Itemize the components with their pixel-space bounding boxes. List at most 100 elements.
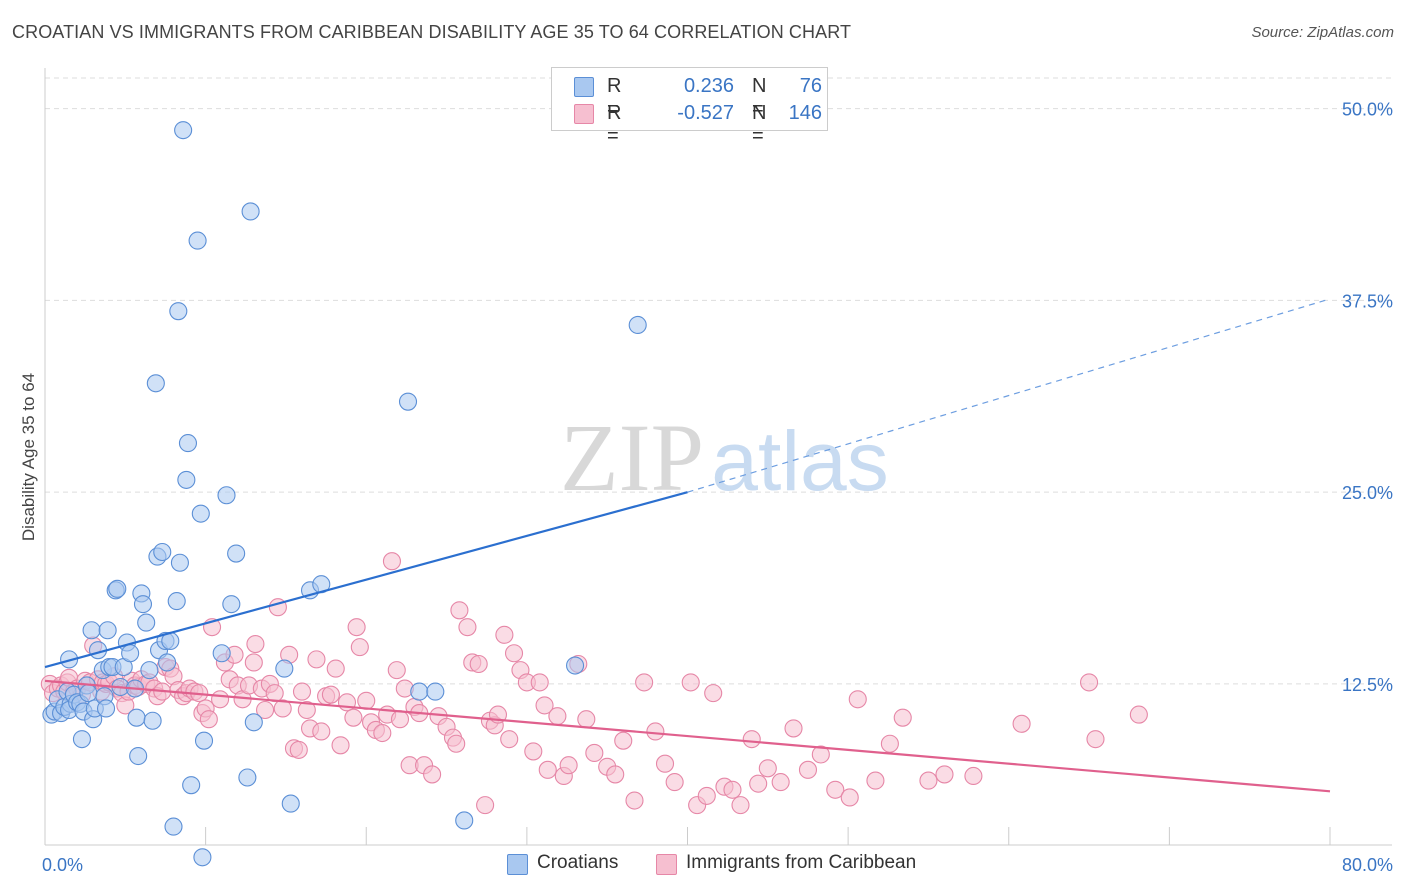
caribbean-point bbox=[749, 774, 768, 793]
caribbean-point bbox=[476, 796, 495, 815]
x-tick-label: 80.0% bbox=[1342, 855, 1393, 875]
caribbean-point bbox=[535, 696, 554, 715]
croatians-point bbox=[174, 121, 193, 140]
caribbean-point bbox=[469, 654, 488, 674]
legend-swatch-caribbean bbox=[574, 104, 594, 124]
watermark: ZIP atlas bbox=[560, 404, 889, 511]
croatians-point bbox=[121, 644, 140, 663]
caribbean-point bbox=[524, 742, 543, 761]
caribbean-point bbox=[357, 691, 376, 710]
croatians-trend-line bbox=[44, 491, 688, 669]
caribbean-point bbox=[723, 780, 742, 799]
caribbean-point bbox=[312, 722, 331, 741]
caribbean-point bbox=[548, 707, 567, 726]
croatians-point bbox=[194, 731, 214, 750]
caribbean-point bbox=[1086, 730, 1105, 749]
croatians-point bbox=[137, 613, 156, 632]
croatians-point bbox=[222, 595, 241, 614]
points-layer bbox=[40, 121, 1148, 867]
y-tick-label: 50.0% bbox=[1342, 100, 1393, 120]
caribbean-point bbox=[321, 685, 340, 704]
legend-n-value: 76 bbox=[799, 75, 822, 97]
series-label-croatians: Croatians bbox=[537, 852, 619, 873]
caribbean-point bbox=[500, 730, 519, 749]
croatians-point bbox=[410, 682, 429, 701]
caribbean-point bbox=[742, 730, 761, 749]
caribbean-point bbox=[530, 673, 549, 692]
caribbean-point bbox=[655, 754, 675, 773]
caribbean-point bbox=[1080, 673, 1099, 692]
croatians-point bbox=[275, 659, 294, 678]
x-tick-label: 0.0% bbox=[42, 855, 83, 875]
caribbean-point bbox=[447, 734, 466, 753]
croatians-point bbox=[238, 768, 257, 787]
croatians-point bbox=[212, 644, 231, 663]
y-tick-label: 12.5% bbox=[1342, 675, 1393, 695]
croatians-point bbox=[177, 470, 196, 489]
caribbean-point bbox=[423, 765, 442, 784]
caribbean-point bbox=[577, 710, 596, 729]
trend-layer bbox=[44, 298, 1331, 793]
croatians-point bbox=[217, 486, 236, 505]
caribbean-point bbox=[704, 684, 723, 703]
caribbean-point bbox=[784, 719, 803, 738]
chart-title: CROATIAN VS IMMIGRANTS FROM CARIBBEAN DI… bbox=[12, 22, 852, 42]
croatians-point bbox=[455, 811, 474, 830]
croatians-point bbox=[281, 794, 300, 813]
croatians-point bbox=[167, 592, 186, 611]
caribbean-point bbox=[681, 673, 700, 692]
caribbean-point bbox=[390, 710, 410, 729]
watermark-atlas: atlas bbox=[711, 414, 888, 508]
legend-r-label: R = bbox=[607, 102, 622, 147]
croatians-point bbox=[398, 392, 418, 411]
croatians-point bbox=[193, 848, 212, 867]
caribbean-point bbox=[697, 786, 716, 805]
caribbean-point bbox=[758, 759, 777, 778]
source-credit: Source: ZipAtlas.com bbox=[1251, 24, 1394, 41]
caribbean-point bbox=[373, 723, 392, 743]
caribbean-point bbox=[307, 650, 326, 669]
caribbean-point bbox=[559, 756, 578, 775]
caribbean-point bbox=[350, 638, 369, 657]
caribbean-point bbox=[893, 708, 912, 727]
caribbean-point bbox=[771, 773, 790, 792]
caribbean-point bbox=[1012, 714, 1031, 733]
series-swatch-caribbean bbox=[656, 854, 677, 875]
caribbean-point bbox=[326, 659, 345, 678]
series-legend: Croatians Immigrants from Caribbean bbox=[0, 852, 1406, 876]
caribbean-point bbox=[256, 700, 275, 720]
croatians-point bbox=[182, 776, 201, 795]
croatians-point bbox=[82, 621, 101, 640]
legend-n-label: N = bbox=[752, 102, 767, 147]
caribbean-point bbox=[935, 765, 954, 784]
croatians-point bbox=[127, 708, 146, 727]
croatians-point bbox=[170, 553, 189, 572]
grid-layer bbox=[45, 77, 1392, 685]
caribbean-point bbox=[450, 601, 469, 620]
croatians-point bbox=[143, 711, 162, 730]
croatians-point bbox=[169, 302, 188, 321]
series-swatch-croatians bbox=[507, 854, 528, 875]
caribbean-point bbox=[848, 690, 867, 709]
caribbean-point bbox=[635, 673, 654, 692]
croatians-point bbox=[129, 746, 148, 766]
croatians-point bbox=[178, 434, 198, 453]
caribbean-point bbox=[964, 766, 983, 786]
croatians-point bbox=[96, 699, 116, 718]
legend-n-label: N = bbox=[752, 75, 767, 120]
croatians-point bbox=[153, 542, 172, 562]
caribbean-point bbox=[840, 788, 859, 807]
croatians-point bbox=[164, 817, 183, 836]
caribbean-point bbox=[1129, 705, 1148, 724]
caribbean-point bbox=[244, 653, 263, 672]
caribbean-point bbox=[495, 625, 514, 644]
caribbean-point bbox=[798, 760, 818, 779]
croatians-point bbox=[146, 374, 165, 393]
caribbean-point bbox=[199, 710, 218, 729]
caribbean-point bbox=[331, 736, 350, 755]
caribbean-point bbox=[382, 552, 402, 571]
caribbean-point bbox=[811, 745, 830, 764]
caribbean-point bbox=[625, 791, 644, 810]
caribbean-point bbox=[289, 740, 308, 759]
label-layer: 12.5% 25.0% 37.5% 50.0% 0.0% 80.0% bbox=[42, 100, 1393, 875]
